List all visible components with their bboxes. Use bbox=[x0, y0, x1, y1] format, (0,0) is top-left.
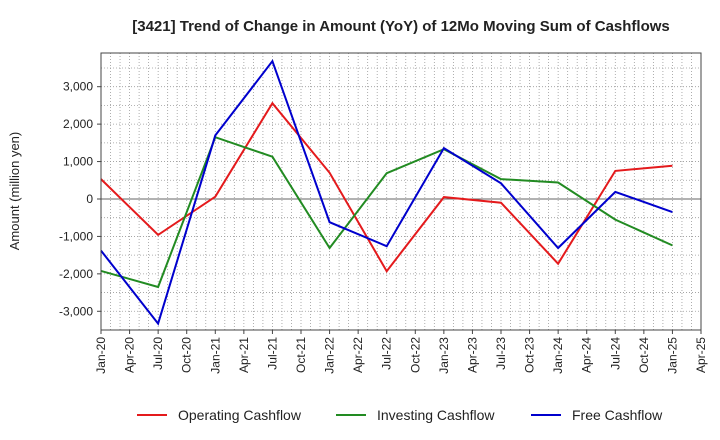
legend-label-investing-cashflow: Investing Cashflow bbox=[377, 407, 495, 423]
series-line-operating-cashflow bbox=[100, 101, 673, 273]
legend-label-free-cashflow: Free Cashflow bbox=[572, 407, 663, 423]
x-tick-label: Apr-20 bbox=[123, 337, 137, 373]
x-tick-label: Jul-20 bbox=[151, 337, 165, 370]
y-tick-label: 0 bbox=[86, 192, 93, 206]
x-tick-label: Jan-22 bbox=[323, 337, 337, 374]
x-tick-label: Apr-23 bbox=[465, 337, 479, 373]
x-tick-label: Oct-24 bbox=[637, 337, 651, 373]
legend: Operating Cashflow Investing Cashflow Free… bbox=[137, 407, 663, 423]
x-tick-label: Jan-23 bbox=[437, 337, 451, 374]
x-tick-label: Apr-25 bbox=[694, 337, 708, 373]
x-tick-label: Oct-22 bbox=[408, 337, 422, 373]
x-tick-label: Oct-21 bbox=[294, 337, 308, 373]
series-group bbox=[100, 59, 673, 326]
y-tick-label: 1,000 bbox=[63, 155, 93, 169]
x-tick-label: Jul-24 bbox=[608, 337, 622, 370]
x-tick-label: Oct-23 bbox=[523, 337, 537, 373]
chart-title: [3421] Trend of Change in Amount (YoY) o… bbox=[132, 18, 670, 35]
grid bbox=[101, 53, 701, 330]
x-tick-label: Apr-24 bbox=[580, 337, 594, 373]
y-tick-label: 2,000 bbox=[63, 117, 93, 131]
x-tick-label: Jul-22 bbox=[380, 337, 394, 370]
y-axis-ticks: -3,000 -2,000 -1,000 0 1,000 2,000 3,000 bbox=[59, 80, 101, 318]
x-axis-ticks: Jan-20 Apr-20 Jul-20 Oct-20 Jan-21 Apr-21 Jul-… bbox=[94, 330, 708, 374]
y-tick-label: -2,000 bbox=[59, 267, 93, 281]
x-tick-label: Jan-21 bbox=[208, 337, 222, 374]
x-tick-label: Apr-22 bbox=[351, 337, 365, 373]
y-axis-label: Amount (million yen) bbox=[7, 132, 22, 251]
y-tick-label: 3,000 bbox=[63, 80, 93, 94]
plot-frame bbox=[100, 52, 702, 331]
x-tick-label: Jan-20 bbox=[94, 337, 108, 374]
y-tick-label: -1,000 bbox=[59, 229, 93, 243]
series-line-free-cashflow bbox=[100, 59, 673, 326]
x-tick-label: Apr-21 bbox=[237, 337, 251, 373]
x-tick-label: Jul-23 bbox=[494, 337, 508, 370]
x-tick-label: Jan-24 bbox=[551, 337, 565, 374]
x-tick-label: Jan-25 bbox=[665, 337, 679, 374]
legend-label-operating-cashflow: Operating Cashflow bbox=[178, 407, 302, 423]
x-tick-label: Oct-20 bbox=[180, 337, 194, 373]
x-tick-label: Jul-21 bbox=[265, 337, 279, 370]
y-tick-label: -3,000 bbox=[59, 304, 93, 318]
series-line-investing-cashflow bbox=[100, 135, 673, 289]
